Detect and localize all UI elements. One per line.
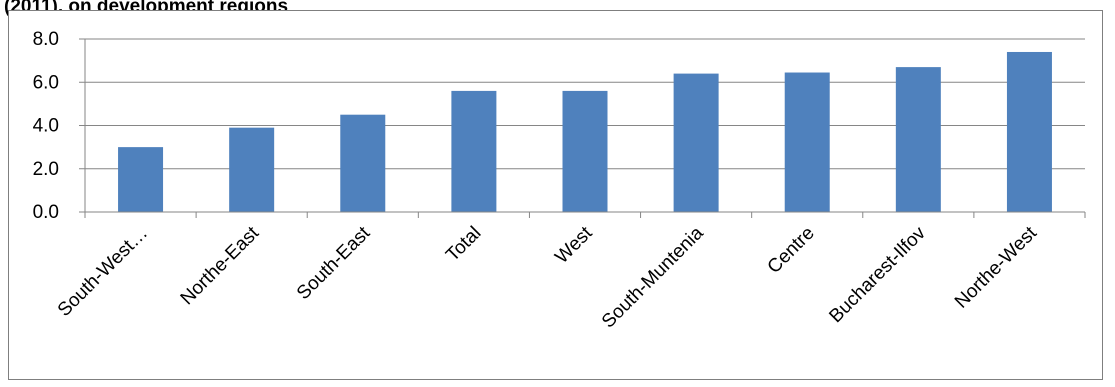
x-category-label: Total [442,223,485,266]
x-category-label: Centre [764,223,819,278]
bar [1006,51,1052,212]
y-tick-label: 4.0 [33,116,59,137]
bar [340,114,386,212]
x-category-label: South-West… [54,223,152,321]
bar [784,72,830,212]
x-category-label: Bucharest-Ilfov [825,222,930,327]
bar [895,67,941,212]
y-tick-label: 0.0 [33,202,59,223]
y-tick-label: 6.0 [33,72,59,93]
y-tick-label: 8.0 [33,29,59,50]
x-category-label: South-East [293,222,375,304]
bar [451,90,497,212]
axes [79,38,1086,218]
bars [118,51,1052,212]
y-tick-label: 2.0 [33,159,59,180]
bar [118,147,164,212]
bar [562,90,608,212]
labels: 0.0 2.0 4.0 6.0 8.0 South-West… Northe-East Sou… [33,29,1042,332]
bar [673,73,719,212]
bar [229,127,275,212]
x-category-label: Northe-East [177,222,264,309]
x-category-label: West [551,222,597,268]
x-category-label: Northe-West [951,222,1042,313]
x-category-label: South-Muntenia [598,222,708,332]
